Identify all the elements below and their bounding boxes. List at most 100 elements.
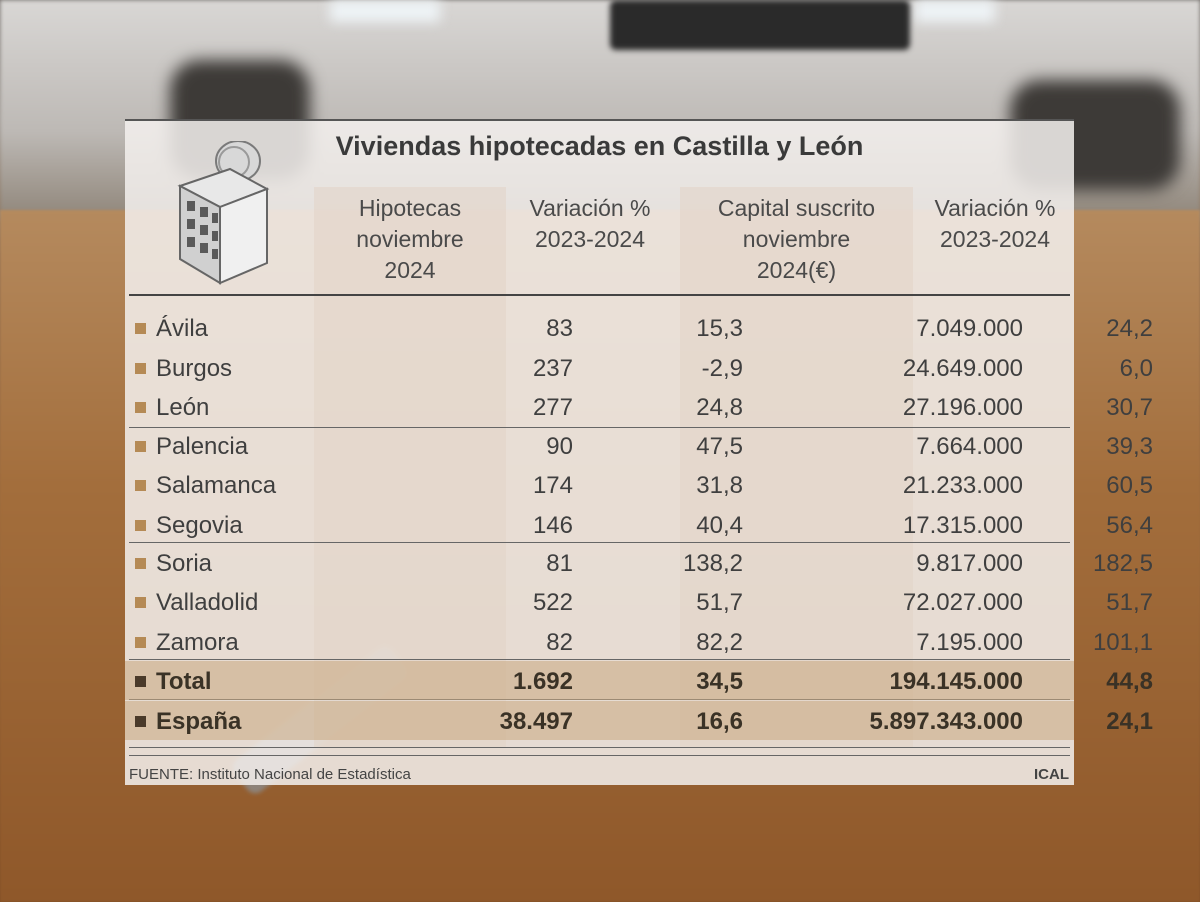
row-label: Total: [156, 668, 212, 695]
cell-hipotecas: 174: [532, 472, 573, 499]
row-bullet: [135, 676, 146, 687]
cell-var-hip: 15,3: [696, 315, 743, 342]
row-label: Valladolid: [156, 589, 259, 616]
building-coin-icon: [177, 141, 270, 285]
table-row: Ávila 83 15,3 7.049.000 24,2: [125, 308, 1153, 347]
row-bullet: [135, 441, 146, 452]
row-bullet: [135, 597, 146, 608]
cell-hipotecas: 1.692: [512, 668, 573, 695]
cell-var-hip: 138,2: [682, 550, 743, 577]
cell-hipotecas: 522: [532, 589, 573, 616]
row-label: Segovia: [156, 512, 243, 539]
header-hipotecas: Hipotecas noviembre 2024: [314, 193, 506, 286]
cell-hipotecas: 82: [546, 629, 573, 656]
row-bullet: [135, 716, 146, 727]
cell-var-cap: 101,1: [1092, 629, 1153, 656]
source-note: FUENTE: Instituto Nacional de Estadístic…: [129, 766, 411, 783]
header-variacion2-line1: Variación %: [934, 195, 1056, 221]
cell-var-cap: 24,2: [1106, 315, 1153, 342]
group-rule-2: [129, 542, 1070, 543]
header-variacion-hipotecas: Variación % 2023-2024: [515, 193, 665, 255]
table-row: Soria 81 138,2 9.817.000 182,5: [125, 543, 1153, 582]
cell-capital: 72.027.000: [902, 589, 1023, 616]
group-rule-1: [129, 427, 1070, 428]
cell-var-hip: 51,7: [696, 589, 743, 616]
table-row: Segovia 146 40,4 17.315.000 56,4: [125, 505, 1153, 544]
cell-capital: 21.233.000: [902, 472, 1023, 499]
cell-hipotecas: 38.497: [499, 708, 573, 735]
row-bullet: [135, 402, 146, 413]
cell-hipotecas: 90: [546, 433, 573, 460]
row-bullet: [135, 323, 146, 334]
row-bullet: [135, 480, 146, 491]
table-title: Viviendas hipotecadas en Castilla y León: [335, 131, 864, 161]
row-label: Ávila: [156, 315, 209, 342]
column-tint-capital: [680, 187, 913, 747]
cell-capital: 27.196.000: [902, 394, 1023, 421]
header-hipotecas-line3: 2024: [384, 257, 436, 283]
table-row: Zamora 82 82,2 7.195.000 101,1: [125, 622, 1153, 661]
cell-var-cap: 24,1: [1106, 708, 1153, 735]
header-capital-line2: noviembre: [742, 226, 851, 252]
table-panel: Viviendas hipotecadas en Castilla y León…: [125, 119, 1153, 785]
cell-hipotecas: 277: [532, 394, 573, 421]
cell-var-hip: 82,2: [696, 629, 743, 656]
cell-var-hip: 31,8: [696, 472, 743, 499]
cell-hipotecas: 83: [546, 315, 573, 342]
cell-hipotecas: 81: [546, 550, 573, 577]
row-bullet: [135, 558, 146, 569]
cell-var-cap: 44,8: [1106, 668, 1153, 695]
brand-label: ICAL: [1034, 766, 1069, 783]
footer-rule: [129, 755, 1070, 756]
cell-var-hip: 16,6: [696, 708, 743, 735]
total-row: Total 1.692 34,5 194.145.000 44,8: [125, 661, 1153, 700]
cell-hipotecas: 237: [532, 355, 573, 382]
header-variacion-capital: Variación % 2023-2024: [920, 193, 1070, 255]
cell-var-hip: -2,9: [701, 355, 743, 382]
row-label: Palencia: [156, 433, 249, 460]
cell-var-hip: 24,8: [696, 394, 743, 421]
total-rule-top: [129, 659, 1070, 660]
table-row: Palencia 90 47,5 7.664.000 39,3: [125, 426, 1153, 465]
row-bullet: [135, 363, 146, 374]
row-label: Zamora: [156, 629, 239, 656]
cell-var-cap: 60,5: [1106, 472, 1153, 499]
cell-capital: 17.315.000: [902, 512, 1023, 539]
cell-capital: 194.145.000: [889, 668, 1023, 695]
cell-capital: 7.049.000: [916, 315, 1023, 342]
cell-var-cap: 30,7: [1106, 394, 1153, 421]
header-capital-line3: 2024(€): [756, 257, 837, 283]
cell-capital: 7.664.000: [916, 433, 1023, 460]
cell-capital: 24.649.000: [902, 355, 1023, 382]
cell-capital: 7.195.000: [916, 629, 1023, 656]
row-label: Soria: [156, 550, 213, 577]
cell-capital: 9.817.000: [916, 550, 1023, 577]
header-variacion2-line2: 2023-2024: [940, 226, 1050, 252]
cell-var-hip: 40,4: [696, 512, 743, 539]
total-rule-bottom: [129, 747, 1070, 748]
cell-hipotecas: 146: [532, 512, 573, 539]
header-hipotecas-line2: noviembre: [356, 226, 464, 252]
header-hipotecas-line1: Hipotecas: [358, 195, 462, 221]
header-variacion1-line2: 2023-2024: [535, 226, 645, 252]
header-variacion1-line1: Variación %: [529, 195, 651, 221]
cell-var-hip: 34,5: [696, 668, 743, 695]
table-row: León 277 24,8 27.196.000 30,7: [125, 387, 1153, 426]
row-label: Burgos: [156, 355, 233, 382]
row-label: Salamanca: [156, 472, 277, 499]
row-bullet: [135, 637, 146, 648]
table-row: Valladolid 522 51,7 72.027.000 51,7: [125, 582, 1153, 621]
cell-var-cap: 56,4: [1106, 512, 1153, 539]
cell-var-hip: 47,5: [696, 433, 743, 460]
cell-var-cap: 6,0: [1119, 355, 1153, 382]
cell-var-cap: 51,7: [1106, 589, 1153, 616]
header-capital: Capital suscrito noviembre 2024(€): [680, 193, 913, 286]
cell-capital: 5.897.343.000: [869, 708, 1023, 735]
header-rule: [129, 294, 1070, 296]
total-row: España 38.497 16,6 5.897.343.000 24,1: [125, 701, 1153, 740]
cell-var-cap: 39,3: [1106, 433, 1153, 460]
cell-var-cap: 182,5: [1092, 550, 1153, 577]
table-row: Burgos 237 -2,9 24.649.000 6,0: [125, 348, 1153, 387]
table-row: Salamanca 174 31,8 21.233.000 60,5: [125, 465, 1153, 504]
row-label: España: [156, 708, 242, 735]
